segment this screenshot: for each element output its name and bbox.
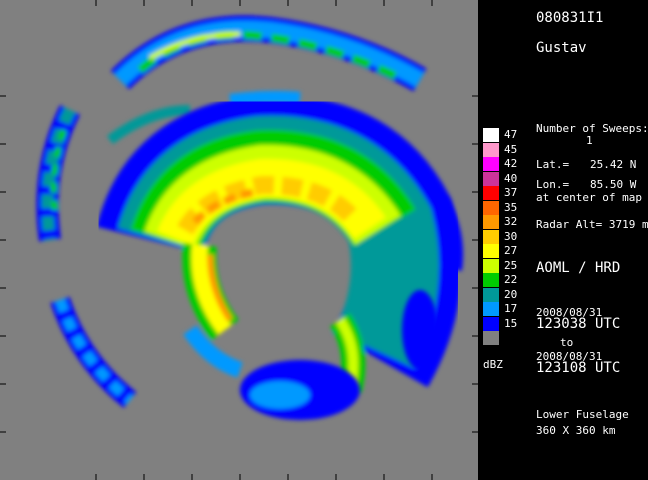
legend-swatch bbox=[483, 316, 499, 331]
legend-swatch bbox=[483, 258, 499, 273]
legend-value: 27 bbox=[504, 244, 518, 257]
organization: AOML / HRD bbox=[536, 260, 621, 276]
legend-entry: 45 bbox=[483, 142, 523, 157]
legend-value: 42 bbox=[504, 157, 518, 170]
legend-value: 32 bbox=[504, 215, 518, 228]
legend-entry: 35 bbox=[483, 200, 523, 215]
start-date: 2008/08/31 bbox=[536, 306, 603, 319]
legend-entry: 37 bbox=[483, 186, 523, 200]
legend-swatch bbox=[483, 273, 499, 287]
legend-swatch bbox=[483, 200, 499, 215]
legend-swatch bbox=[483, 142, 499, 157]
legend-value: 35 bbox=[504, 200, 518, 214]
legend-value: 40 bbox=[504, 171, 518, 185]
legend-unit-label: dBZ bbox=[483, 358, 503, 371]
legend-value: 20 bbox=[504, 287, 518, 301]
map-size: 360 X 360 km bbox=[536, 424, 616, 437]
legend-entry: 27 bbox=[483, 244, 523, 258]
legend-value: 47 bbox=[504, 128, 518, 141]
sweeps-value: 1 bbox=[586, 134, 593, 147]
legend-swatch bbox=[483, 215, 499, 229]
legend-swatch bbox=[483, 229, 499, 244]
legend-value: 45 bbox=[504, 142, 518, 156]
legend-swatch bbox=[483, 244, 499, 258]
map-tick-marks bbox=[0, 0, 478, 480]
radar-reflectivity-map bbox=[0, 0, 478, 480]
radar-echo-image bbox=[0, 0, 478, 480]
legend-entry: 47 bbox=[483, 128, 523, 142]
legend-swatch bbox=[483, 302, 499, 316]
start-time: 123038 UTC bbox=[536, 316, 621, 332]
legend-entry: 15 bbox=[483, 316, 523, 331]
legend-value: 17 bbox=[504, 302, 518, 315]
legend-entry bbox=[483, 331, 523, 345]
legend-swatch bbox=[483, 171, 499, 186]
legend-entry: 40 bbox=[483, 171, 523, 186]
lon-label: Lon.= bbox=[536, 178, 570, 191]
southern-echoes bbox=[240, 290, 438, 420]
legend-swatch bbox=[483, 287, 499, 302]
main-rainband bbox=[96, 94, 462, 393]
legend-swatch bbox=[483, 331, 499, 345]
legend-value: 15 bbox=[504, 316, 518, 330]
legend-entry: 32 bbox=[483, 215, 523, 229]
end-date: 2008/08/31 bbox=[536, 350, 603, 363]
lon-value: 85.50 W bbox=[590, 178, 637, 191]
to-label: to bbox=[560, 336, 574, 349]
legend-entry: 30 bbox=[483, 229, 523, 244]
end-time: 123108 UTC bbox=[536, 360, 621, 376]
legend-entry: 17 bbox=[483, 302, 523, 316]
legend-value: 22 bbox=[504, 273, 518, 286]
lat-value: 25.42 N bbox=[590, 158, 637, 171]
storm-name: Gustav bbox=[536, 40, 587, 56]
legend-value: 30 bbox=[504, 229, 518, 243]
legend-swatch bbox=[483, 128, 499, 142]
center-note: at center of map bbox=[536, 191, 642, 204]
legend-value: 25 bbox=[504, 258, 518, 272]
legend-entry: 25 bbox=[483, 258, 523, 273]
sweeps-label: Number of Sweeps: bbox=[536, 122, 648, 135]
lat-label: Lat.= bbox=[536, 158, 570, 171]
legend-swatch bbox=[483, 157, 499, 171]
flight-id: 080831I1 bbox=[536, 10, 604, 26]
radar-type: Lower Fuselage bbox=[536, 408, 629, 421]
legend-swatch bbox=[483, 186, 499, 200]
legend-entry: 42 bbox=[483, 157, 523, 171]
legend-value: 37 bbox=[504, 186, 518, 199]
radar-altitude: Radar Alt= 3719 m bbox=[536, 218, 648, 231]
legend-entry: 20 bbox=[483, 287, 523, 302]
legend-entry: 22 bbox=[483, 273, 523, 287]
